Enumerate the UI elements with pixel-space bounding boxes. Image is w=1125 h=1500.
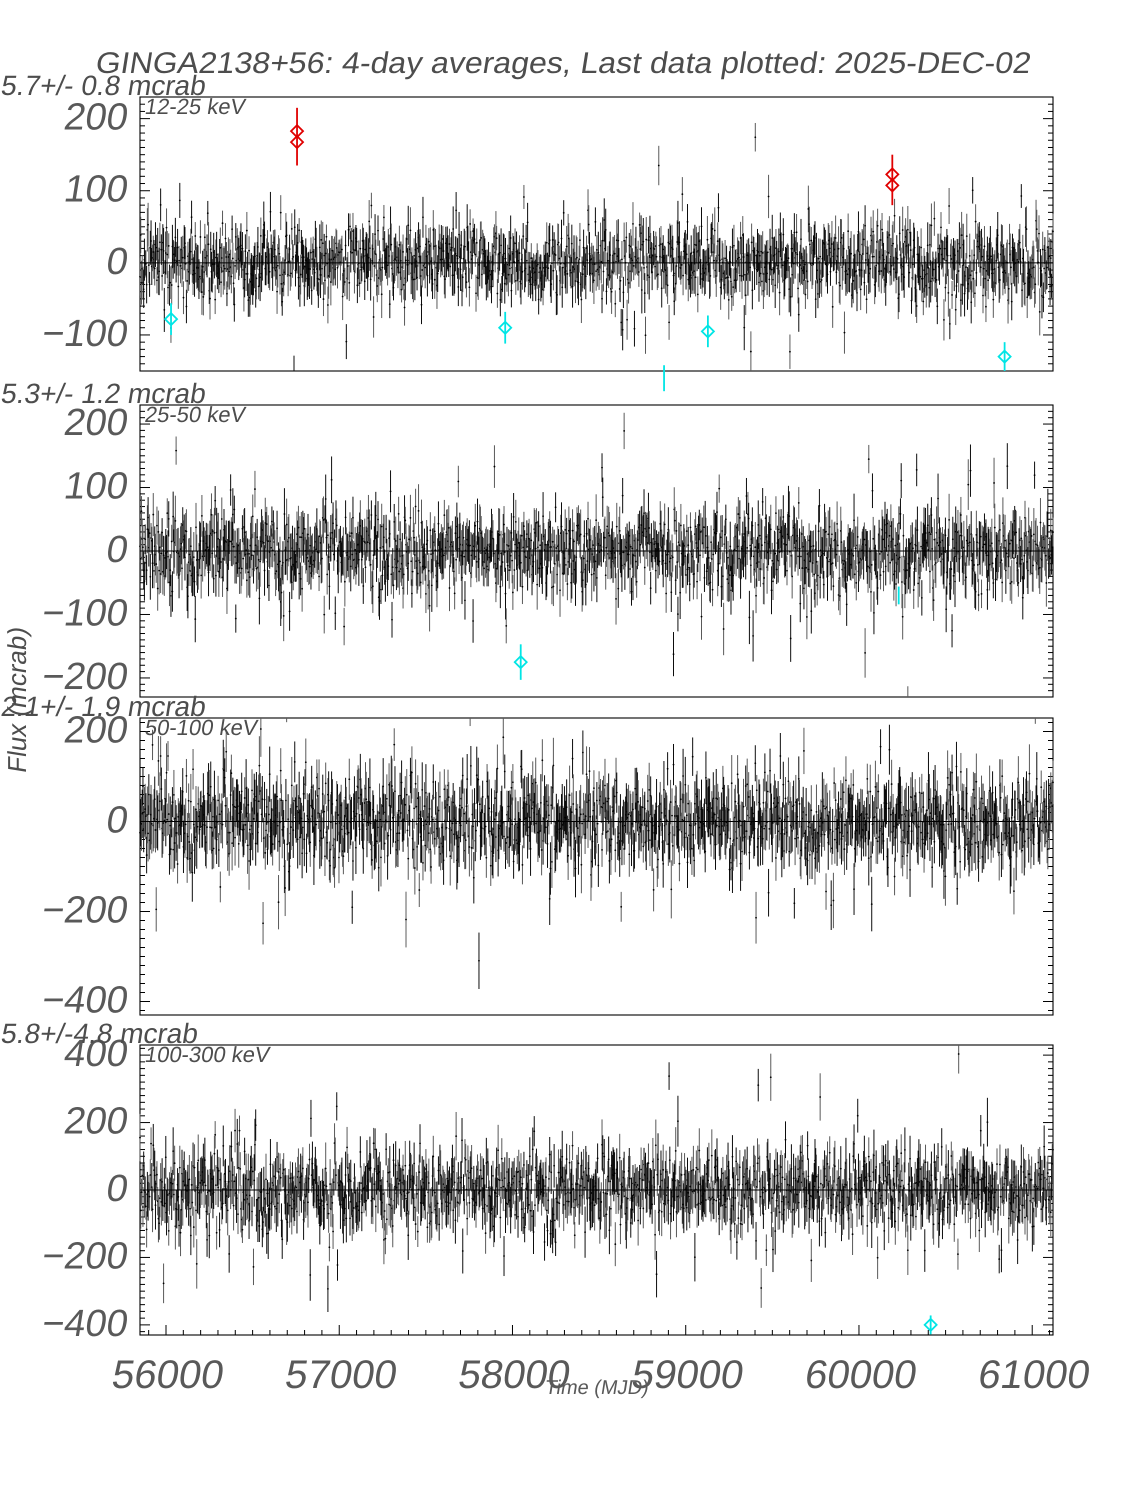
svg-text:100: 100: [61, 465, 131, 508]
svg-text:−100: −100: [39, 592, 131, 635]
svg-text:200: 200: [61, 96, 131, 139]
svg-text:−100: −100: [39, 312, 131, 355]
svg-text:GINGA2138+56: 4-day averages,: GINGA2138+56: 4-day averages, Last data …: [93, 47, 1033, 80]
svg-text:100: 100: [61, 168, 131, 211]
